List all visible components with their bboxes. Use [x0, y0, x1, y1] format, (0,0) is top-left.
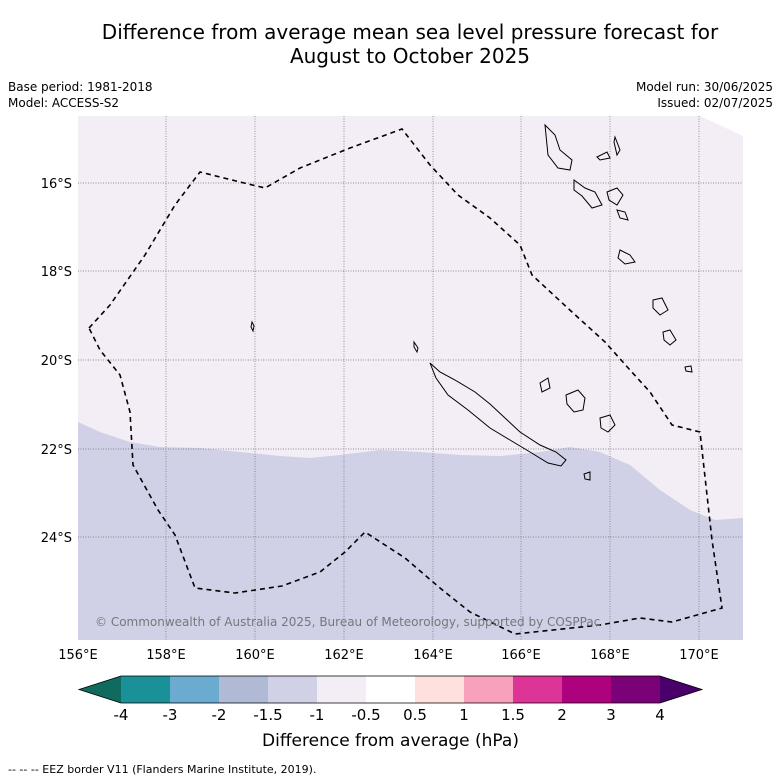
lat-tick: 22°S — [41, 443, 72, 458]
lon-tick: 164°E — [413, 648, 453, 663]
base-period: Base period: 1981-2018 — [8, 80, 153, 94]
lon-tick: 166°E — [501, 648, 541, 663]
lon-tick: 162°E — [324, 648, 364, 663]
meta-left: Base period: 1981-2018 Model: ACCESS-S2 — [8, 79, 153, 111]
eez-legend-note: -- -- -- EEZ border V11 (Flanders Marine… — [8, 763, 317, 776]
lon-tick: 170°E — [679, 648, 719, 663]
meta-right: Model run: 30/06/2025 Issued: 02/07/2025 — [636, 79, 773, 111]
colorbar-extend-low — [79, 676, 121, 703]
colorbar-segment — [464, 676, 513, 703]
colorbar-labels: -4 -3 -2 -1.5 -1 -0.5 0.5 1 1.5 2 3 4 — [114, 706, 665, 724]
vanuatu-islands — [544, 123, 693, 373]
coastlines — [250, 123, 693, 481]
lon-tick: 168°E — [590, 648, 630, 663]
new-caledonia-island — [429, 362, 567, 467]
colorbar-segment — [317, 676, 366, 703]
colorbar-segment — [268, 676, 317, 703]
graticule — [78, 116, 743, 640]
colorbar-segment — [121, 676, 170, 703]
model-run: Model run: 30/06/2025 — [635, 80, 773, 94]
title-line-1: Difference from average mean sea level p… — [101, 20, 719, 44]
colorbar-segment — [219, 676, 268, 703]
colorbar-extend-high — [660, 676, 702, 703]
colorbar-outline — [77, 675, 704, 704]
lon-tick: 156°E — [58, 648, 98, 663]
model-name: Model: ACCESS-S2 — [8, 96, 120, 110]
colorbar-tick-label: 2 — [557, 706, 567, 724]
colorbar-tick-label: -2 — [212, 706, 227, 724]
lat-tick: 16°S — [41, 177, 72, 192]
colorbar — [77, 675, 704, 704]
colorbar-segment — [611, 676, 660, 703]
colorbar-tick-label: 1.5 — [501, 706, 525, 724]
lon-tick: 158°E — [146, 648, 186, 663]
longitude-ticks: 156°E 158°E 160°E 162°E 164°E 166°E 168°… — [58, 648, 719, 663]
lat-tick: 18°S — [41, 265, 72, 280]
colorbar-tick-label: -0.5 — [351, 706, 380, 724]
colorbar-tick-label: 4 — [655, 706, 665, 724]
pressure-field-lower — [78, 422, 743, 640]
loyalty-islands — [539, 377, 616, 481]
lat-tick: 24°S — [41, 531, 72, 546]
colorbar-segment — [170, 676, 219, 703]
chart-title: Difference from average mean sea level p… — [60, 20, 760, 68]
reef-islets — [250, 320, 419, 354]
lat-tick: 20°S — [41, 354, 72, 369]
colorbar-tick-label: -3 — [163, 706, 178, 724]
colorbar-tick-label: 1 — [459, 706, 469, 724]
colorbar-tick-label: 0.5 — [403, 706, 427, 724]
latitude-ticks: 16°S 18°S 20°S 22°S 24°S — [41, 177, 72, 546]
colorbar-tick-label: 3 — [606, 706, 616, 724]
title-line-2: August to October 2025 — [289, 44, 531, 68]
issued-date: Issued: 02/07/2025 — [657, 96, 773, 110]
colorbar-tick-label: -1.5 — [253, 706, 282, 724]
colorbar-segment — [562, 676, 611, 703]
colorbar-title: Difference from average (hPa) — [262, 731, 519, 751]
map-area: © Commonwealth of Australia 2025, Bureau… — [78, 116, 743, 640]
colorbar-tick-label: -1 — [310, 706, 325, 724]
top-right-white-corner — [700, 116, 743, 136]
eez-border — [88, 128, 723, 635]
colorbar-segment — [513, 676, 562, 703]
colorbar-tick-label: -4 — [114, 706, 129, 724]
copyright-notice: © Commonwealth of Australia 2025, Bureau… — [95, 615, 600, 629]
colorbar-segment — [415, 676, 464, 703]
lon-tick: 160°E — [235, 648, 275, 663]
colorbar-segment — [366, 676, 415, 703]
